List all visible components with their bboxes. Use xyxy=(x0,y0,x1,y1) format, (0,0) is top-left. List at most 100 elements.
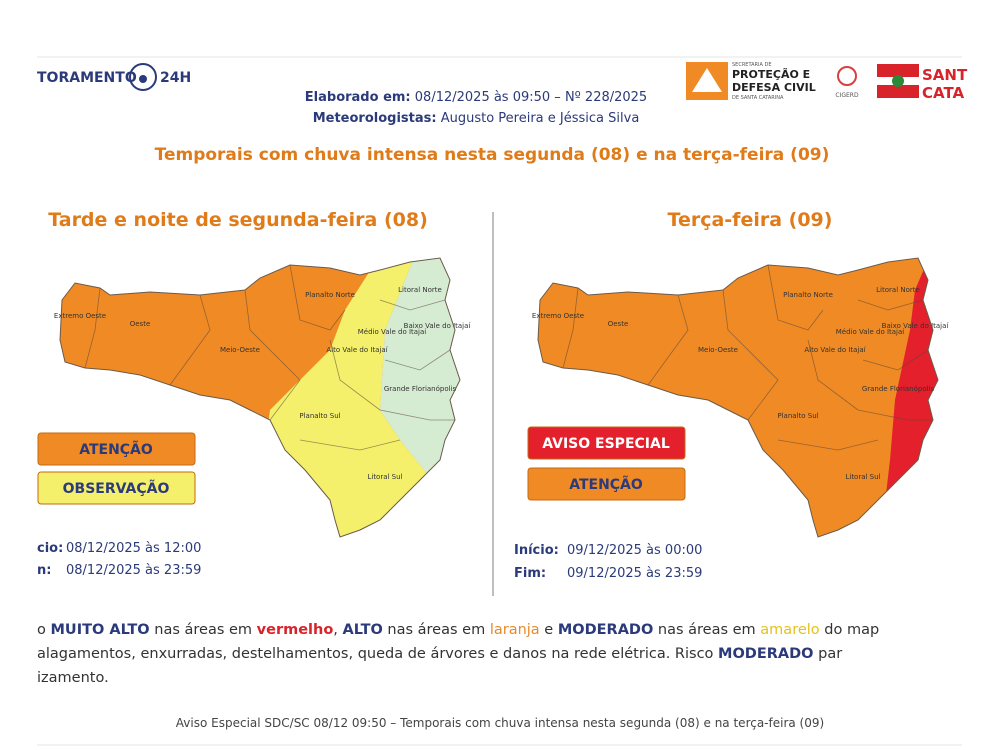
notice-segment: nas áreas em xyxy=(150,622,257,638)
headline: Temporais com chuva intensa nesta segund… xyxy=(155,145,830,165)
region-border xyxy=(379,409,455,421)
region-border xyxy=(169,294,211,386)
notice-segment: par xyxy=(814,646,843,662)
region-border xyxy=(857,299,924,311)
region-label: Planalto Sul xyxy=(299,412,340,420)
region-label: Baixo Vale do Itajaí xyxy=(404,322,472,330)
notice-segment: izamento. xyxy=(37,670,109,686)
legend-label: ATENÇÃO xyxy=(79,441,153,458)
region-label: Grande Florianópolis xyxy=(384,385,457,393)
label: Elaborado em: xyxy=(305,90,411,105)
region-border xyxy=(289,264,346,331)
region-border xyxy=(722,289,779,421)
region-label: Médio Vale do Itajaí xyxy=(358,328,428,336)
notice-segment: amarelo xyxy=(760,622,819,638)
region-label: Alto Vale do Itajaí xyxy=(326,346,388,354)
agency-line: DE SANTA CATARINA xyxy=(732,95,784,101)
state-name: SANT xyxy=(922,66,968,84)
region-label: Planalto Sul xyxy=(777,412,818,420)
region-border xyxy=(244,289,301,421)
agency-line: DEFESA CIVIL xyxy=(732,81,816,94)
legend-box xyxy=(527,426,686,460)
start-value: 09/12/2025 às 00:00 xyxy=(567,543,702,558)
logo-icon xyxy=(129,63,157,91)
panel: Tarde e noite de segunda-feira (08) Extre… xyxy=(37,209,472,578)
start-value: 08/12/2025 às 12:00 xyxy=(66,541,201,556)
region-border xyxy=(379,299,446,311)
cigerd: CIGERD xyxy=(835,92,859,99)
region-label: Litoral Norte xyxy=(876,286,920,294)
panel: Terça-feira (09) Extremo Oeste Oeste Meio-O… xyxy=(514,209,950,581)
region-label: Planalto Norte xyxy=(783,291,833,299)
region-label: Litoral Sul xyxy=(845,473,880,481)
agency-line: SECRETARIA DE xyxy=(732,62,772,68)
legend-label: ATENÇÃO xyxy=(569,476,643,493)
agency-logo-mark xyxy=(692,68,722,92)
region-border xyxy=(384,349,451,371)
region-label: Oeste xyxy=(608,320,629,328)
notice-segment: MODERADO xyxy=(558,622,653,638)
region-label: Oeste xyxy=(130,320,151,328)
notice-segment: vermelho xyxy=(257,622,334,638)
notice-segment: nas áreas em xyxy=(383,622,490,638)
notice-segment: , xyxy=(333,622,342,638)
region-border xyxy=(562,287,579,369)
end-label: Fim: xyxy=(514,566,546,581)
start-label: cio: xyxy=(37,541,63,556)
region-label: Médio Vale do Itajaí xyxy=(836,328,906,336)
notice-segment: ALTO xyxy=(343,622,383,638)
notice-segment: MODERADO xyxy=(718,646,813,662)
start-label: Início: xyxy=(514,543,559,558)
legend-box xyxy=(37,471,196,505)
notice-line: o MUITO ALTO nas áreas em vermelho, ALTO… xyxy=(37,622,879,638)
logo-suffix: 24H xyxy=(160,70,191,86)
region-border xyxy=(807,339,859,411)
legend-box xyxy=(37,432,196,466)
notice-segment: alagamentos, enxurradas, destelhamentos,… xyxy=(37,646,718,662)
panel-title: Tarde e noite de segunda-feira (08) xyxy=(48,209,428,231)
region-label: Meio-Oeste xyxy=(698,346,738,354)
elaborated-line: Elaborado em: 08/12/2025 às 09:50 – Nº 2… xyxy=(305,90,647,105)
notice-line: alagamentos, enxurradas, destelhamentos,… xyxy=(37,646,842,662)
region-border xyxy=(857,409,933,421)
value: 08/12/2025 às 09:50 – Nº 228/2025 xyxy=(415,90,647,105)
region-border xyxy=(862,349,929,371)
region-border xyxy=(647,294,689,386)
logo-icon-dot xyxy=(139,75,147,83)
end-value: 08/12/2025 às 23:59 xyxy=(66,563,201,578)
value: Augusto Pereira e Jéssica Silva xyxy=(441,111,640,126)
map-outline xyxy=(537,257,939,538)
legend-label: AVISO ESPECIAL xyxy=(542,436,670,452)
notice-line: izamento. xyxy=(37,670,109,686)
region-label: Grande Florianópolis xyxy=(862,385,935,393)
state-flag-emblem xyxy=(892,75,904,87)
region-label: Meio-Oeste xyxy=(220,346,260,354)
region-label: Litoral Sul xyxy=(367,473,402,481)
region-label: Extremo Oeste xyxy=(54,312,106,320)
caption: Aviso Especial SDC/SC 08/12 09:50 – Temp… xyxy=(176,716,824,730)
notice-segment: o xyxy=(37,622,50,638)
end-label: n: xyxy=(37,563,51,578)
region-label: Litoral Norte xyxy=(398,286,442,294)
region-label: Extremo Oeste xyxy=(532,312,584,320)
notice-segment: laranja xyxy=(490,622,540,638)
notice-segment: nas áreas em xyxy=(653,622,760,638)
region-label: Baixo Vale do Itajaí xyxy=(882,322,950,330)
map-outline xyxy=(59,257,461,538)
legend-box xyxy=(527,467,686,501)
region-border xyxy=(329,339,381,411)
notice-segment: do map xyxy=(820,622,880,638)
region-border xyxy=(84,287,101,369)
logo-text: TORAMENTO xyxy=(37,70,137,86)
notice: o MUITO ALTO nas áreas em vermelho, ALTO… xyxy=(37,622,879,686)
panels: Tarde e noite de segunda-feira (08) Extre… xyxy=(37,209,950,581)
legend-label: OBSERVAÇÃO xyxy=(63,480,170,497)
cigerd-icon xyxy=(837,66,857,86)
region-border xyxy=(777,439,879,451)
region-border xyxy=(299,439,401,451)
region-border xyxy=(767,264,824,331)
agency-line: PROTEÇÃO E xyxy=(732,68,810,81)
state-name: CATA xyxy=(922,84,965,102)
